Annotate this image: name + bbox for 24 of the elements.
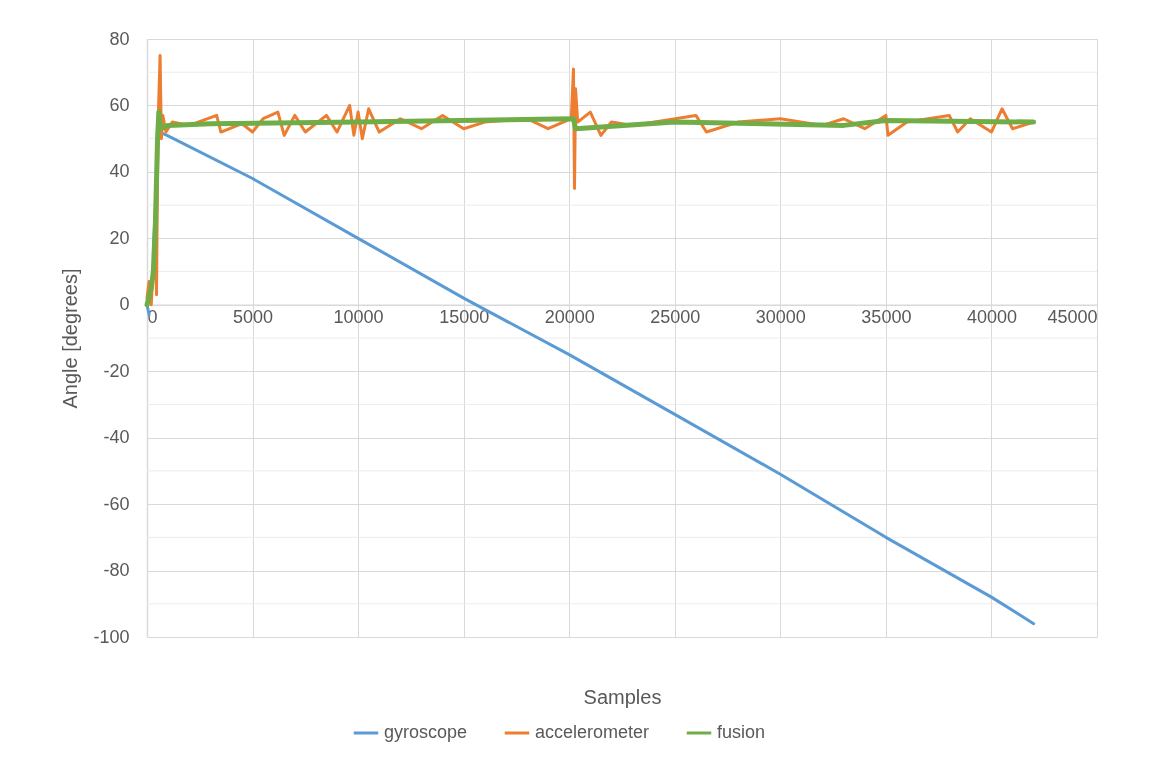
x-tick-label: 10000 xyxy=(333,307,384,328)
x-tick-label: 45000 xyxy=(1047,307,1098,328)
x-tick-label: 5000 xyxy=(233,307,274,328)
y-tick-label: 80 xyxy=(109,28,130,49)
y-tick-label: 20 xyxy=(109,227,130,248)
y-tick-label: 60 xyxy=(109,94,130,115)
legend-label: accelerometer xyxy=(535,722,650,742)
y-tick-label: -40 xyxy=(103,427,130,448)
y-axis-title: Angle [degrees] xyxy=(59,268,82,409)
y-tick-label: -20 xyxy=(103,360,130,381)
y-tick-label: 40 xyxy=(109,161,130,182)
x-axis-title: Samples xyxy=(583,685,662,708)
x-tick-label: 30000 xyxy=(755,307,806,328)
y-tick-label: 0 xyxy=(119,294,130,315)
x-tick-label: 15000 xyxy=(439,307,490,328)
legend-label: fusion xyxy=(717,722,766,742)
y-tick-label: -80 xyxy=(103,560,130,581)
x-tick-label: 25000 xyxy=(650,307,701,328)
legend-label: gyroscope xyxy=(384,722,468,742)
x-tick-label: 40000 xyxy=(966,307,1017,328)
y-tick-label: -100 xyxy=(93,626,130,647)
x-tick-label: 35000 xyxy=(861,307,912,328)
x-tick-label: 20000 xyxy=(544,307,595,328)
y-tick-label: -60 xyxy=(103,493,130,514)
